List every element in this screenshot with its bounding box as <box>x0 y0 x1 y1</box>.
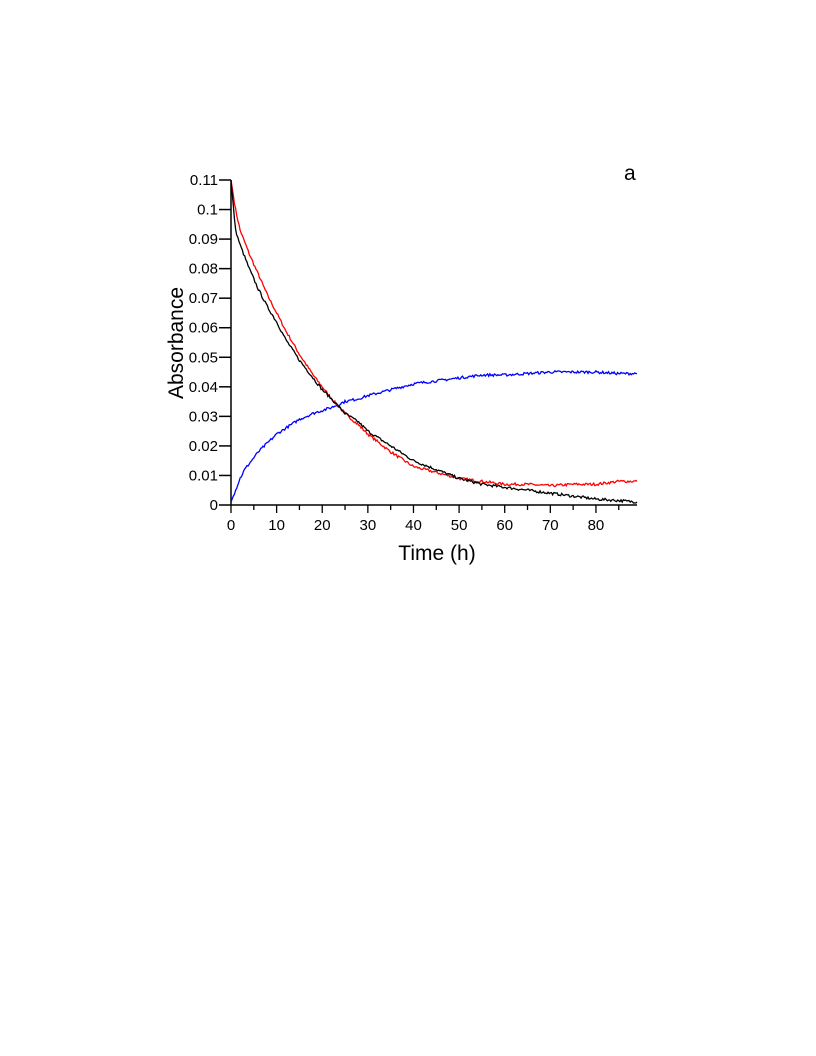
x-tick-label: 50 <box>451 517 468 534</box>
x-tick-label: 70 <box>542 517 559 534</box>
y-tick-label: 0.04 <box>189 379 218 396</box>
series-line-3 <box>230 369 638 503</box>
panel-label: a <box>624 162 636 185</box>
x-tick-label: 10 <box>268 517 285 534</box>
series-layer <box>230 179 638 504</box>
y-tick-label: 0.09 <box>189 231 218 248</box>
series-line-2 <box>230 179 638 504</box>
x-tick-label: 80 <box>588 517 605 534</box>
y-tick-label: 0 <box>210 497 218 514</box>
y-tick-label: 0.01 <box>189 467 218 484</box>
y-tick-label: 0.1 <box>197 202 218 219</box>
y-tick-label: 0.06 <box>189 320 218 337</box>
y-tick-label: 0.11 <box>190 172 218 189</box>
series-line-1 <box>230 179 638 488</box>
x-tick-label: 40 <box>405 517 422 534</box>
x-axis-title: Time (h) <box>398 542 475 565</box>
x-axis: 0 10 20 30 40 50 60 70 80 <box>227 504 637 534</box>
y-axis-title: Absorbance <box>165 287 188 399</box>
x-tick-label: 60 <box>496 517 513 534</box>
x-tick-label: 20 <box>314 517 331 534</box>
y-tick-label: 0.05 <box>189 349 218 366</box>
x-tick-label: 0 <box>227 517 235 534</box>
y-tick-label: 0.03 <box>189 408 218 425</box>
y-tick-label: 0.07 <box>189 290 218 307</box>
y-tick-label: 0.08 <box>189 261 218 278</box>
y-axis: 0 0.01 0.02 0.03 0.04 0.05 0.06 0.07 0.08 0.09 0.1… <box>189 172 232 514</box>
y-tick-label: 0.02 <box>189 438 218 455</box>
x-tick-label: 30 <box>360 517 377 534</box>
